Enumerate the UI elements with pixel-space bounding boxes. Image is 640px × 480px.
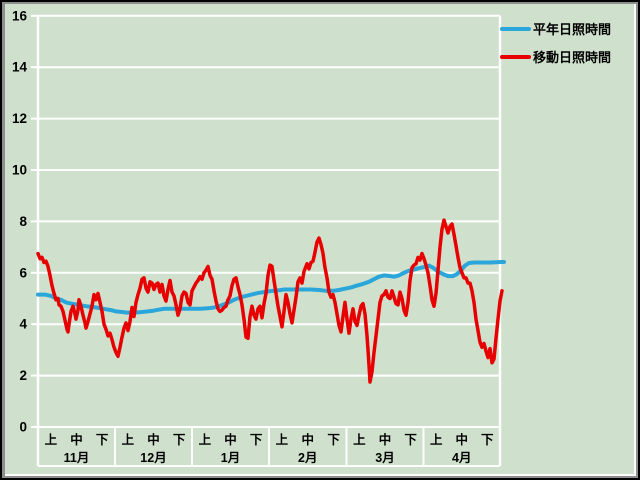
period-label: 下 xyxy=(404,433,417,447)
y-tick-label: 2 xyxy=(19,368,27,383)
moving-line-swatch-icon xyxy=(500,54,531,59)
period-label: 中 xyxy=(224,432,237,447)
legend: 平年日照時間 移動日照時間 xyxy=(500,20,630,76)
period-label: 中 xyxy=(70,432,83,447)
axes xyxy=(36,15,502,467)
y-tick-label: 14 xyxy=(12,60,28,75)
period-label: 下 xyxy=(173,433,186,447)
axis-labels: 0246810121416上中下11月上中下12月上中下1月上中下2月上中下3月… xyxy=(12,8,494,465)
y-tick-label: 12 xyxy=(12,111,27,126)
legend-label-moving: 移動日照時間 xyxy=(533,50,612,65)
period-label: 上 xyxy=(353,432,366,447)
period-label: 中 xyxy=(455,432,468,447)
period-label: 上 xyxy=(45,432,58,447)
legend-item-normal: 平年日照時間 xyxy=(500,20,630,37)
period-label: 上 xyxy=(122,432,135,447)
y-tick-label: 16 xyxy=(12,8,28,23)
y-tick-label: 8 xyxy=(19,214,27,229)
chart-svg: 0246810121416上中下11月上中下12月上中下1月上中下2月上中下3月… xyxy=(12,8,506,467)
month-label: 2月 xyxy=(298,451,317,465)
y-tick-label: 4 xyxy=(19,317,27,332)
period-label: 下 xyxy=(327,433,340,447)
period-label: 中 xyxy=(301,432,314,447)
moving-sunshine-line xyxy=(36,218,504,384)
legend-label-normal: 平年日照時間 xyxy=(533,22,612,37)
month-label: 11月 xyxy=(64,451,90,465)
month-label: 12月 xyxy=(140,451,166,465)
period-label: 上 xyxy=(430,432,443,447)
period-label: 下 xyxy=(481,433,494,447)
normal-sunshine-line xyxy=(36,260,506,315)
normal-line-swatch-icon xyxy=(500,26,531,31)
period-label: 上 xyxy=(199,432,212,447)
period-label: 中 xyxy=(379,432,392,447)
gridlines xyxy=(31,14,500,428)
month-label: 4月 xyxy=(452,451,471,465)
period-label: 上 xyxy=(276,432,289,447)
y-tick-label: 10 xyxy=(12,163,27,178)
period-label: 中 xyxy=(147,432,160,447)
month-label: 1月 xyxy=(221,451,240,465)
y-tick-label: 0 xyxy=(19,420,27,435)
legend-item-moving: 移動日照時間 xyxy=(500,48,630,65)
period-label: 下 xyxy=(96,433,109,447)
month-label: 3月 xyxy=(375,451,394,465)
period-label: 下 xyxy=(250,433,263,447)
y-tick-label: 6 xyxy=(19,265,27,280)
